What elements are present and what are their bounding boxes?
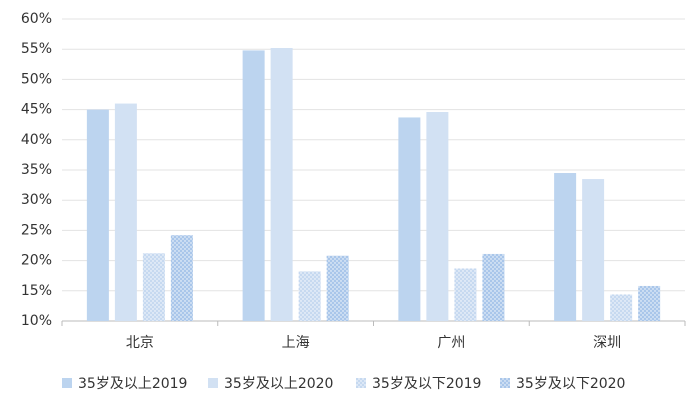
legend-swatch xyxy=(356,378,366,388)
x-tick-label: 广州 xyxy=(437,335,465,351)
y-tick-label: 30% xyxy=(21,192,52,208)
legend-label: 35岁及以上2020 xyxy=(224,376,333,392)
bar xyxy=(298,271,321,321)
legend-swatch xyxy=(62,378,72,388)
y-tick-label: 25% xyxy=(21,222,52,238)
bar xyxy=(398,117,421,322)
bar xyxy=(454,268,477,321)
bar xyxy=(270,47,293,321)
y-tick-label: 40% xyxy=(21,132,52,148)
y-tick-label: 45% xyxy=(21,102,52,118)
y-tick-label: 55% xyxy=(21,41,52,57)
bar xyxy=(426,112,449,322)
legend-swatch xyxy=(500,378,510,388)
bar xyxy=(582,179,605,321)
legend-label: 35岁及以下2019 xyxy=(372,376,481,392)
y-tick-label: 20% xyxy=(21,253,52,269)
bar xyxy=(610,294,633,321)
bar xyxy=(326,255,349,321)
x-tick-label: 上海 xyxy=(282,335,310,351)
legend-label: 35岁及以上2019 xyxy=(78,376,187,392)
bar xyxy=(554,173,577,321)
y-tick-label: 35% xyxy=(21,162,52,178)
y-tick-label: 10% xyxy=(21,313,52,329)
bar xyxy=(638,285,661,321)
bar xyxy=(170,235,193,321)
y-tick-label: 15% xyxy=(21,283,52,299)
legend-swatch xyxy=(208,378,218,388)
x-tick-label: 北京 xyxy=(126,335,154,351)
x-tick-label: 深圳 xyxy=(593,335,621,351)
bar xyxy=(114,103,137,321)
bar xyxy=(242,50,265,322)
y-tick-label: 50% xyxy=(21,71,52,87)
bar xyxy=(482,253,505,321)
bar xyxy=(86,109,109,321)
legend-label: 35岁及以下2020 xyxy=(516,376,625,392)
y-tick-label: 60% xyxy=(21,11,52,27)
bar xyxy=(142,253,165,321)
